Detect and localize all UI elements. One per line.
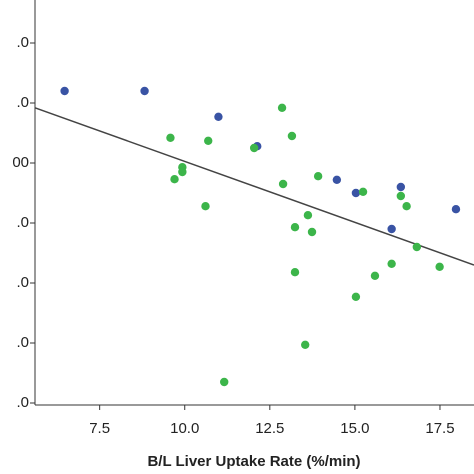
trend-line [34, 107, 474, 266]
point [307, 227, 317, 237]
y-tick-label: .0 [16, 214, 29, 231]
y-tick-label: 00 [12, 154, 29, 171]
x-tick-label: 15.0 [340, 420, 369, 437]
point [140, 86, 149, 96]
point [402, 202, 411, 211]
x-axis-title: B/L Liver Uptake Rate (%/min) [147, 453, 360, 470]
point [412, 242, 422, 252]
x-tick-label: 10.0 [170, 420, 199, 437]
point [178, 167, 187, 177]
point [301, 340, 310, 349]
point [303, 211, 313, 220]
x-tick-label: 17.5 [425, 420, 454, 437]
point [332, 175, 342, 184]
point [435, 262, 444, 271]
point [351, 292, 361, 301]
point [214, 112, 223, 122]
y-tick-label: .0 [16, 334, 29, 351]
point [290, 268, 300, 277]
point [220, 377, 229, 387]
y-tick-label: .0 [16, 394, 29, 411]
point [60, 86, 69, 96]
point [201, 202, 210, 211]
x-tick-label: 7.5 [89, 420, 110, 437]
y-tick-label: .0 [16, 94, 29, 111]
y-tick-label: .0 [16, 34, 29, 51]
y-tick-label: .0 [16, 274, 29, 291]
point [287, 131, 297, 141]
point [170, 175, 179, 184]
point [387, 224, 396, 234]
point [387, 259, 396, 268]
point [351, 188, 361, 198]
point [290, 223, 300, 232]
x-tick-label: 12.5 [255, 420, 284, 437]
point [249, 143, 259, 153]
point [313, 172, 323, 181]
point [396, 182, 406, 192]
point [358, 187, 368, 196]
point [166, 133, 175, 142]
point [278, 179, 288, 189]
point [370, 271, 380, 280]
point [277, 103, 287, 113]
point [204, 136, 213, 145]
point [451, 205, 461, 214]
point [396, 191, 406, 201]
